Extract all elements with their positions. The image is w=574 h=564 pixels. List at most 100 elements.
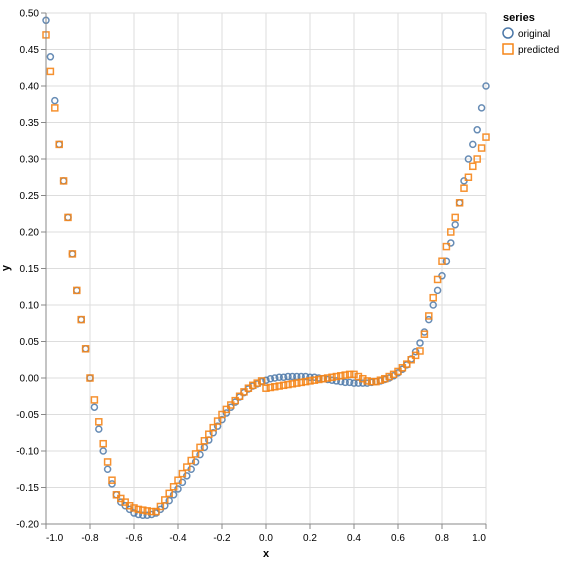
predicted-point-11 xyxy=(90,396,99,404)
predicted-point-20 xyxy=(130,504,138,512)
original-point-56 xyxy=(288,372,297,381)
predicted-point-66 xyxy=(332,372,341,381)
predicted-point-41 xyxy=(222,405,231,414)
x-tick-label-6: 0.2 xyxy=(303,533,317,544)
predicted-point-3 xyxy=(55,140,63,149)
original-point-91 xyxy=(442,257,451,265)
x-axis-ticks: -1.0 -0.8 -0.6 -0.4 -0.2 0.0 0.2 0.4 0.6 0.8 1.0 xyxy=(45,524,487,544)
original-point-68 xyxy=(341,378,349,387)
predicted-point-30 xyxy=(174,476,182,484)
y-tick-label-13: 0.45 xyxy=(20,45,40,56)
original-point-21 xyxy=(134,510,143,519)
original-point-13 xyxy=(99,447,107,455)
predicted-point-13 xyxy=(99,439,107,448)
predicted-point-82 xyxy=(403,360,411,368)
gridlines xyxy=(45,12,487,525)
original-point-32 xyxy=(183,472,191,480)
y-tick-label-10: 0.30 xyxy=(20,155,40,166)
predicted-point-2 xyxy=(51,104,59,112)
predicted-point-55 xyxy=(284,380,292,389)
original-point-72 xyxy=(359,379,367,387)
original-point-97 xyxy=(469,140,477,149)
predicted-point-86 xyxy=(420,330,429,338)
predicted-point-70 xyxy=(350,370,358,379)
original-point-39 xyxy=(213,422,222,430)
predicted-point-89 xyxy=(433,275,442,284)
predicted-point-19 xyxy=(125,502,134,510)
x-tick-label-7: 0.4 xyxy=(347,533,361,544)
legend-label-predicted: predicted xyxy=(518,45,559,56)
predicted-point-31 xyxy=(178,469,187,478)
predicted-point-62 xyxy=(315,375,323,384)
y-axis-title: y xyxy=(0,264,12,271)
y-tick-label-12: 0.40 xyxy=(20,82,40,93)
original-point-38 xyxy=(209,429,217,437)
predicted-point-47 xyxy=(249,381,257,390)
legend-symbol-predicted xyxy=(502,43,514,55)
predicted-point-12 xyxy=(95,418,103,426)
predicted-point-27 xyxy=(161,496,169,504)
predicted-point-83 xyxy=(407,356,415,364)
y-tick-label-3: -0.05 xyxy=(16,410,39,421)
y-tick-label-8: 0.20 xyxy=(20,228,40,239)
predicted-point-95 xyxy=(460,184,468,192)
y-tick-label-11: 0.35 xyxy=(20,118,40,129)
predicted-point-33 xyxy=(187,456,195,465)
predicted-point-39 xyxy=(213,417,222,425)
original-point-1 xyxy=(46,53,55,61)
legend: series original predicted xyxy=(502,12,559,56)
predicted-point-34 xyxy=(191,450,200,458)
predicted-point-77 xyxy=(381,374,389,383)
predicted-point-69 xyxy=(345,370,354,379)
original-point-98 xyxy=(473,126,481,134)
original-point-22 xyxy=(139,511,147,519)
predicted-point-1 xyxy=(46,67,55,76)
original-point-93 xyxy=(451,220,459,229)
x-tick-label-4: -0.2 xyxy=(213,533,231,544)
predicted-point-74 xyxy=(367,377,376,386)
predicted-point-59 xyxy=(301,377,310,386)
x-tick-label-0: -1.0 xyxy=(46,533,64,544)
original-point-88 xyxy=(429,301,437,309)
predicted-point-28 xyxy=(165,489,173,498)
y-tick-label-9: 0.25 xyxy=(20,191,40,202)
predicted-point-52 xyxy=(271,383,279,391)
predicted-point-10 xyxy=(86,374,94,382)
x-axis-title: x xyxy=(263,548,270,560)
predicted-point-87 xyxy=(425,312,433,320)
predicted-point-32 xyxy=(183,463,191,471)
original-point-2 xyxy=(51,96,59,105)
original-point-40 xyxy=(218,415,226,424)
predicted-point-54 xyxy=(279,381,288,390)
predicted-point-93 xyxy=(451,213,459,222)
predicted-point-9 xyxy=(81,345,90,353)
predicted-point-56 xyxy=(288,380,297,388)
original-point-54 xyxy=(279,373,288,382)
original-point-55 xyxy=(284,372,292,381)
original-point-34 xyxy=(191,458,200,466)
predicted-point-58 xyxy=(297,378,305,387)
legend-label-original: original xyxy=(518,29,550,40)
series-predicted xyxy=(42,31,490,516)
predicted-point-76 xyxy=(376,376,385,384)
predicted-point-43 xyxy=(231,396,239,405)
original-point-29 xyxy=(169,491,178,499)
predicted-point-71 xyxy=(354,372,363,381)
original-point-53 xyxy=(275,373,283,382)
predicted-point-35 xyxy=(196,443,204,452)
y-tick-label-5: 0.05 xyxy=(20,337,40,348)
predicted-point-44 xyxy=(235,392,244,400)
y-tick-label-1: -0.15 xyxy=(16,483,39,494)
predicted-point-37 xyxy=(205,430,213,438)
original-point-59 xyxy=(301,372,310,381)
original-point-69 xyxy=(345,378,354,387)
predicted-point-72 xyxy=(359,374,367,383)
predicted-point-8 xyxy=(77,315,85,324)
y-tick-label-14: 0.50 xyxy=(20,9,40,20)
predicted-point-96 xyxy=(464,173,473,181)
x-tick-label-3: -0.4 xyxy=(169,533,187,544)
predicted-point-22 xyxy=(139,506,147,514)
original-point-70 xyxy=(350,379,358,387)
predicted-point-88 xyxy=(429,293,437,302)
